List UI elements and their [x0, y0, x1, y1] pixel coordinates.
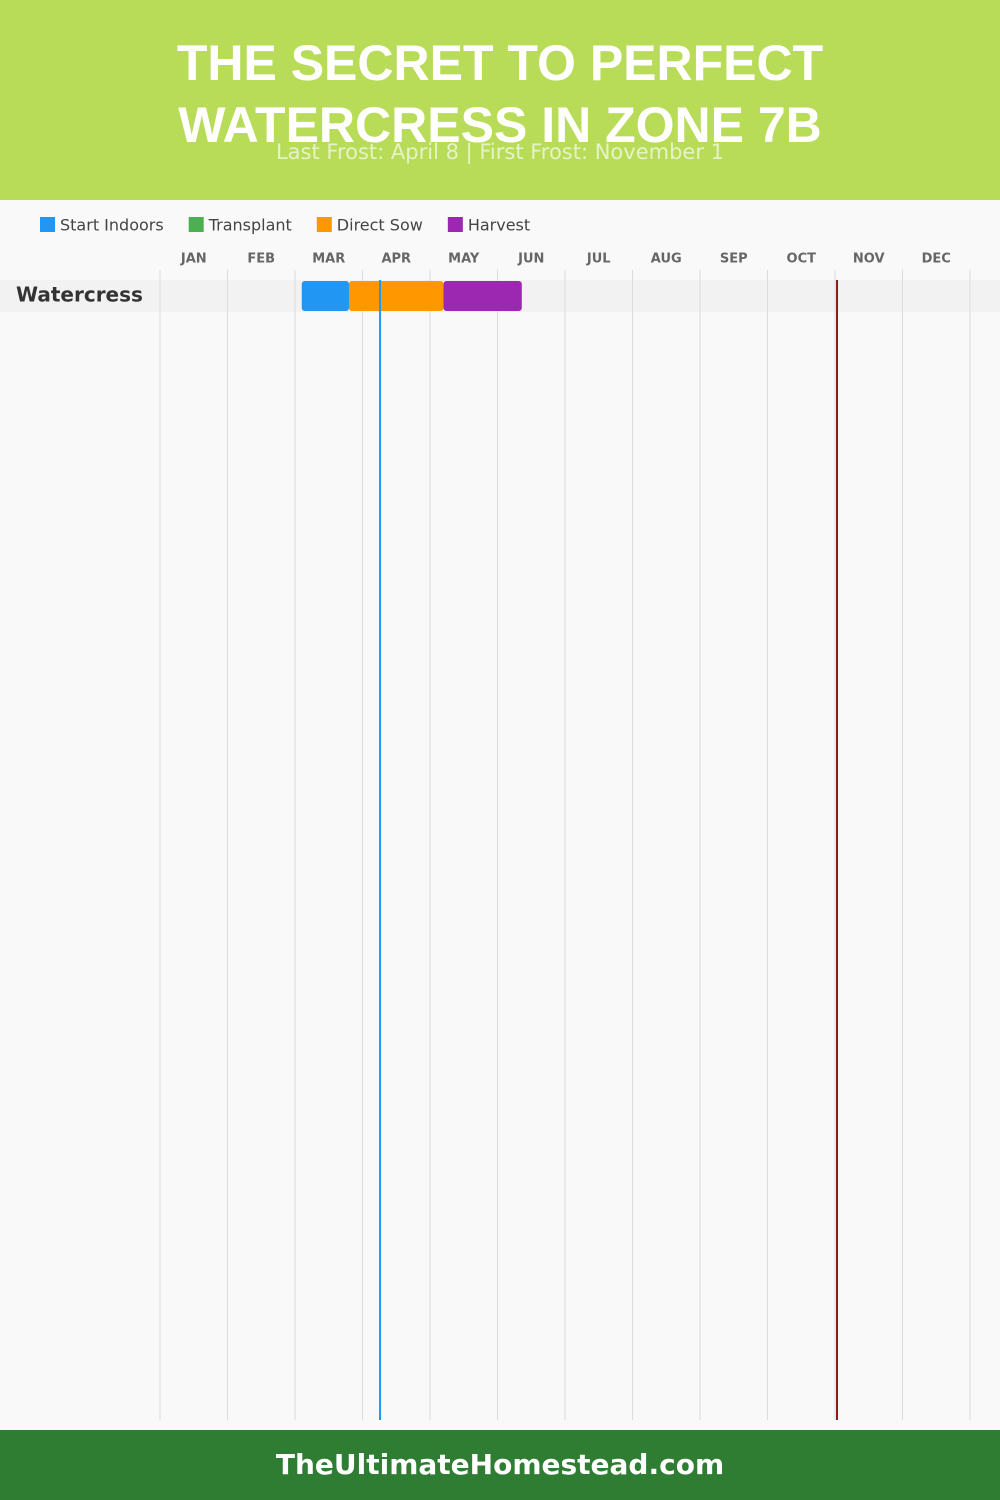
x-tick-label: AUG: [651, 252, 682, 267]
legend-swatch: [188, 217, 204, 232]
bar: [443, 281, 522, 311]
legend-swatch: [447, 217, 463, 232]
x-tick-label: OCT: [787, 252, 817, 267]
legend-swatch: [40, 217, 55, 232]
x-tick-label: JAN: [180, 252, 207, 267]
x-tick-label: FEB: [247, 252, 275, 267]
x-tick-label: JUL: [586, 252, 611, 267]
x-tick-label: APR: [381, 252, 411, 267]
row-label: Watercress: [16, 283, 143, 307]
x-tick-label: MAY: [448, 252, 480, 267]
legend-label: Start Indoors: [60, 216, 164, 235]
legend-label: Direct Sow: [337, 216, 423, 235]
bar: [349, 281, 444, 311]
x-tick-label: MAR: [312, 252, 345, 267]
chart-title: THE SECRET TO PERFECT WATERCRESS IN ZONE…: [176, 35, 824, 153]
x-tick-label: NOV: [853, 252, 885, 267]
header: THE SECRET TO PERFECT WATERCRESS IN ZONE…: [0, 0, 1000, 200]
x-tick-label: JUN: [517, 252, 544, 267]
legend-label: Transplant: [208, 216, 292, 235]
x-tick-label: SEP: [720, 252, 748, 267]
bar: [301, 281, 349, 311]
legend-swatch: [316, 217, 332, 232]
legend-label: Harvest: [468, 216, 530, 235]
x-tick-label: DEC: [922, 252, 951, 267]
footer: TheUltimateHomestead.com: [0, 1430, 1000, 1500]
chart: Start Indoors Transplant Direct Sow Harvest…: [0, 216, 1000, 1420]
chart-subtitle: Last Frost: April 8 | First Frost: Novem…: [275, 140, 725, 164]
